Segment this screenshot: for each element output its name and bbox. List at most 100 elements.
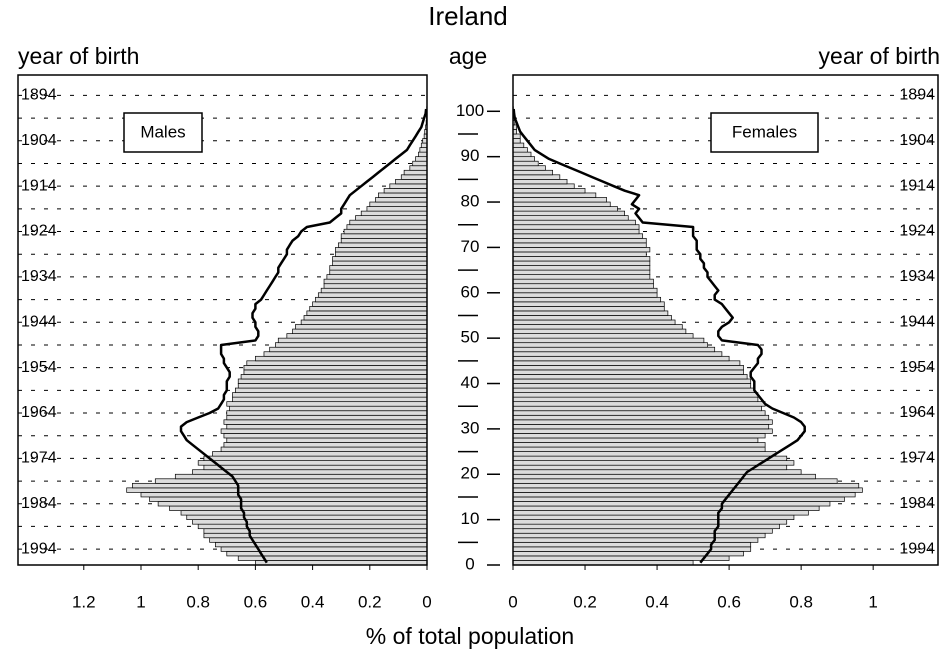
bar: [237, 383, 428, 389]
bar: [229, 405, 428, 412]
x-tick-label: 1.2: [72, 592, 96, 611]
bar: [346, 224, 428, 230]
bar: [512, 360, 741, 366]
x-tick-label: 1: [868, 592, 877, 611]
y2-tick-label: 1944: [899, 313, 935, 330]
bar: [403, 169, 428, 176]
bar: [512, 555, 730, 561]
bar: [335, 251, 428, 257]
bar: [335, 247, 428, 253]
bar: [512, 179, 568, 185]
panel-frame: [17, 74, 428, 566]
bar: [512, 510, 809, 516]
bar: [512, 374, 748, 380]
bar: [512, 138, 521, 144]
bar: [512, 492, 856, 498]
bar: [512, 378, 752, 384]
bar: [512, 188, 586, 194]
bar: [203, 532, 428, 539]
bar: [512, 460, 795, 466]
bar: [232, 392, 428, 398]
bar: [512, 487, 863, 493]
bar: [383, 188, 428, 194]
bar: [512, 451, 777, 457]
bar: [512, 256, 651, 262]
bar: [512, 192, 597, 198]
x-tick-label: 1: [136, 592, 145, 611]
bar: [203, 455, 428, 461]
bar: [512, 519, 788, 525]
bar: [512, 215, 629, 221]
bar: [226, 410, 428, 416]
bar: [243, 365, 428, 371]
bar: [255, 355, 428, 362]
bar: [226, 437, 428, 443]
bar: [186, 514, 428, 520]
bar: [180, 510, 428, 516]
y2-tick-label: 1954: [899, 359, 935, 376]
bar: [197, 460, 428, 466]
bar: [332, 260, 428, 266]
bar: [132, 482, 428, 489]
bar: [240, 374, 428, 380]
bar: [263, 351, 428, 357]
y2-tick-label: 1964: [899, 404, 935, 421]
bar: [203, 528, 428, 534]
outline-line: [512, 108, 806, 564]
bar: [512, 292, 658, 298]
bar: [309, 306, 428, 312]
y2-axis-label: year of birth: [18, 43, 139, 69]
bar: [415, 156, 428, 162]
bar: [226, 424, 428, 430]
bar: [512, 437, 759, 443]
bar: [235, 387, 428, 393]
legend-label: Females: [732, 122, 797, 141]
x-tick-label: 0: [422, 592, 431, 611]
y-tick-label: 50: [461, 328, 480, 347]
bar: [512, 455, 788, 461]
bar: [400, 174, 428, 180]
bar: [326, 274, 428, 280]
y-tick-label: 0: [465, 554, 474, 573]
bar: [512, 337, 705, 344]
y2-tick-label: 1984: [21, 495, 57, 512]
y2-tick-label: 1994: [899, 540, 935, 557]
legend-label: Males: [140, 122, 185, 141]
bar: [512, 296, 662, 303]
bar: [512, 160, 539, 167]
bar: [512, 528, 773, 534]
bar: [300, 319, 428, 325]
y2-tick-label: 1894: [21, 87, 57, 104]
bar: [512, 233, 644, 239]
bar: [389, 183, 428, 189]
legend-box: [710, 112, 819, 153]
bar: [512, 355, 730, 362]
bar: [512, 523, 780, 530]
bar: [343, 228, 428, 235]
y2-tick-label: 1904: [899, 132, 935, 149]
bar: [512, 383, 752, 389]
y-tick-label: 90: [461, 146, 480, 165]
bar: [512, 165, 546, 171]
bar: [512, 469, 802, 475]
bar: [512, 351, 723, 357]
bar: [214, 541, 428, 548]
bar: [209, 537, 428, 543]
y-tick-label: 30: [461, 418, 480, 437]
bar: [512, 315, 672, 321]
bar: [220, 428, 428, 434]
bar: [312, 301, 428, 307]
bar: [512, 183, 575, 189]
y2-tick-label: 1974: [21, 450, 57, 467]
bar: [512, 201, 611, 207]
bar: [366, 206, 428, 212]
bar: [512, 306, 665, 312]
bar: [512, 541, 752, 548]
y2-tick-label: 1924: [899, 223, 935, 240]
bar: [512, 419, 773, 425]
bar: [126, 487, 428, 493]
bar: [329, 265, 428, 271]
bar: [232, 396, 428, 403]
bar: [220, 546, 428, 552]
